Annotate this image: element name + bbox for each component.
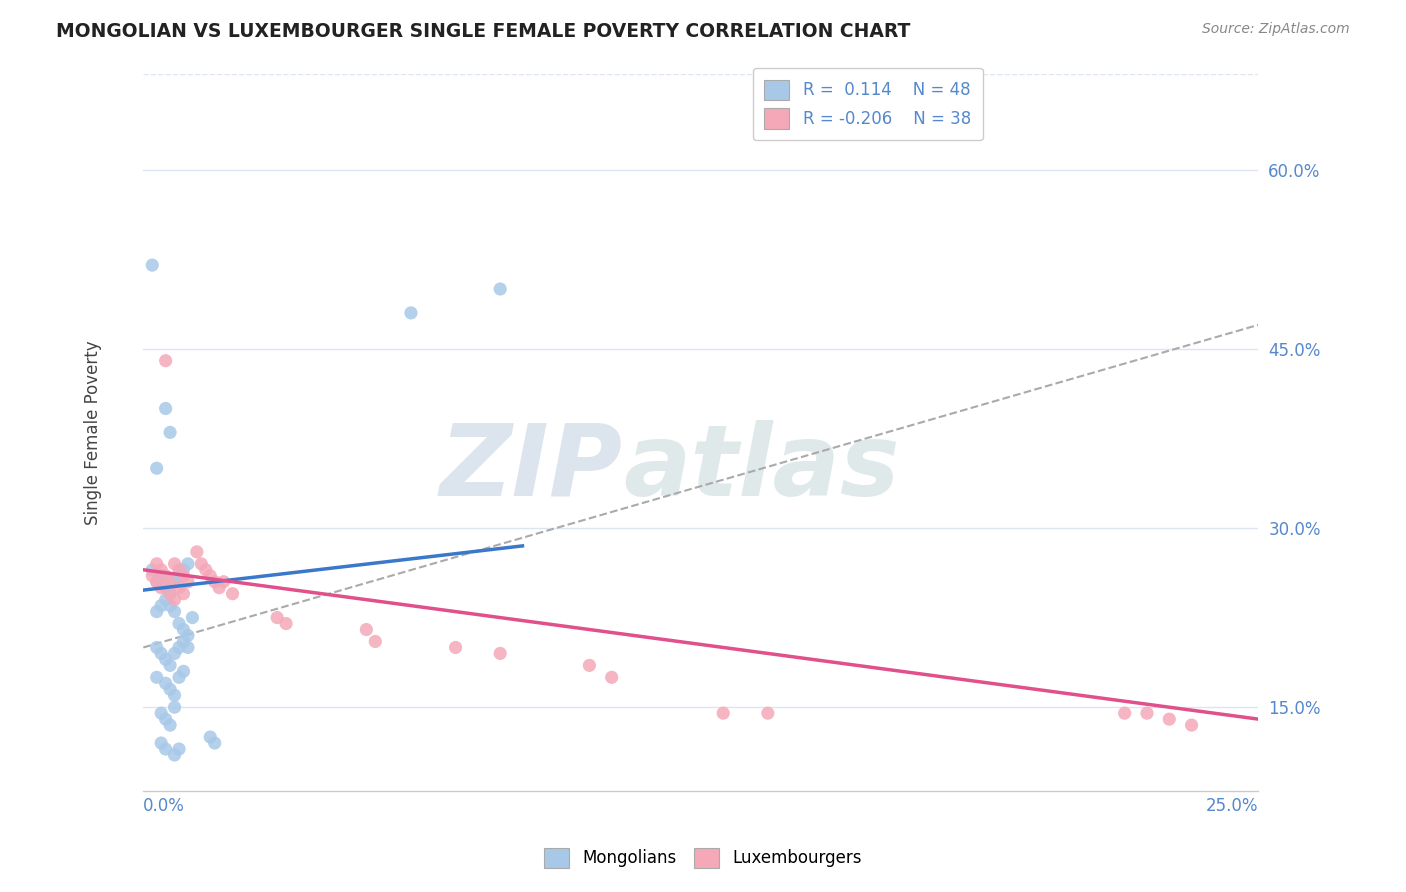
Point [155,676,177,690]
Point [221,587,243,601]
Point [167,581,190,595]
Point [194,563,217,577]
Point [159,587,181,601]
Point [1114,706,1136,721]
Text: ZIP: ZIP [440,420,623,516]
Point [150,647,173,661]
Point [711,706,734,721]
Point [159,574,181,589]
Point [155,353,177,368]
Point [444,640,467,655]
Point [141,258,163,272]
Point [150,563,173,577]
Point [200,568,222,582]
Point [167,742,190,756]
Text: Source: ZipAtlas.com: Source: ZipAtlas.com [1202,22,1350,37]
Point [756,706,779,721]
Point [163,747,186,762]
Point [177,628,200,642]
Point [145,574,167,589]
Point [177,557,200,571]
Point [145,574,167,589]
Point [167,640,190,655]
Text: 25.0%: 25.0% [1206,797,1258,814]
Point [177,640,200,655]
Point [212,574,235,589]
Point [150,736,173,750]
Point [145,557,167,571]
Point [163,557,186,571]
Point [155,712,177,726]
Point [155,581,177,595]
Point [172,563,194,577]
Point [489,282,512,296]
Point [172,568,194,582]
Point [172,634,194,648]
Point [167,616,190,631]
Text: 0.0%: 0.0% [143,797,186,814]
Point [186,545,208,559]
Point [356,623,378,637]
Text: MONGOLIAN VS LUXEMBOURGER SINGLE FEMALE POVERTY CORRELATION CHART: MONGOLIAN VS LUXEMBOURGER SINGLE FEMALE … [56,22,911,41]
Point [141,563,163,577]
Point [204,736,226,750]
Point [578,658,600,673]
Point [1136,706,1159,721]
Legend: R =  0.114    N = 48, R = -0.206    N = 38: R = 0.114 N = 48, R = -0.206 N = 38 [752,68,983,140]
Point [159,587,181,601]
Point [145,670,167,684]
Point [145,640,167,655]
Point [266,610,288,624]
Text: Single Female Poverty: Single Female Poverty [84,340,103,524]
Point [167,563,190,577]
Point [163,574,186,589]
Point [364,634,387,648]
Point [172,665,194,679]
Point [150,568,173,582]
Point [204,574,226,589]
Point [600,670,623,684]
Legend: Mongolians, Luxembourgers: Mongolians, Luxembourgers [537,841,869,875]
Point [190,557,212,571]
Point [155,401,177,416]
Point [159,599,181,613]
Point [1159,712,1181,726]
Point [163,605,186,619]
Point [399,306,422,320]
Point [163,592,186,607]
Point [172,623,194,637]
Point [1180,718,1202,732]
Point [155,568,177,582]
Point [159,658,181,673]
Point [141,568,163,582]
Point [155,742,177,756]
Point [159,718,181,732]
Point [163,647,186,661]
Point [177,574,200,589]
Point [145,461,167,475]
Text: atlas: atlas [623,420,900,516]
Point [489,647,512,661]
Point [150,706,173,721]
Point [172,587,194,601]
Point [274,616,297,631]
Point [145,605,167,619]
Point [208,581,231,595]
Point [150,599,173,613]
Point [163,688,186,702]
Point [150,581,173,595]
Point [200,730,222,744]
Point [167,670,190,684]
Point [159,425,181,440]
Point [167,568,190,582]
Point [159,682,181,697]
Point [181,610,204,624]
Point [155,592,177,607]
Point [163,700,186,714]
Point [155,652,177,666]
